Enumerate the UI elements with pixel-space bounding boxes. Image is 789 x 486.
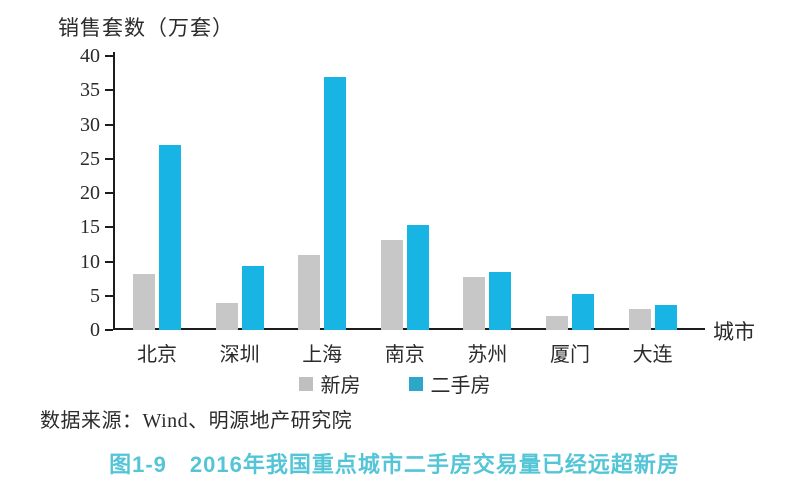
y-axis-tick-40 [105, 55, 113, 57]
x-axis-category-label-大连: 大连 [632, 344, 673, 366]
y-axis-tick-label-5: 5 [90, 284, 100, 307]
bar-second-hand-厦门 [572, 294, 594, 330]
x-axis-category-label-北京: 北京 [137, 344, 177, 366]
bar-new-house-南京 [380, 239, 403, 330]
y-axis-tick-label-20: 20 [80, 182, 100, 204]
y-axis-tick-label-30: 30 [80, 113, 100, 136]
y-axis-tick-label-15: 15 [80, 216, 100, 239]
bar-new-house-厦门 [546, 316, 568, 330]
legend-label-new-house: 新房 [320, 375, 361, 397]
y-axis-tick-label-10: 10 [80, 250, 100, 273]
bar-second-hand-大连 [654, 305, 677, 330]
x-axis-category-label-上海: 上海 [302, 344, 343, 366]
bar-second-hand-北京 [159, 145, 181, 330]
bar-new-house-上海 [298, 254, 321, 330]
y-axis-tick-label-40: 40 [80, 45, 100, 67]
bar-second-hand-苏州 [489, 271, 512, 330]
x-axis-category-label-厦门: 厦门 [550, 344, 590, 366]
x-axis-category-label-苏州: 苏州 [467, 344, 508, 366]
y-axis-tick-30 [105, 123, 113, 126]
x-axis-title: 城市 [713, 320, 755, 344]
bar-second-hand-上海 [324, 76, 347, 330]
bar-second-hand-深圳 [241, 265, 264, 330]
x-axis-category-label-深圳: 深圳 [219, 344, 260, 366]
y-axis-title: 销售套数（万套） [58, 16, 234, 40]
figure-caption: 图1-9 2016年我国重点城市二手房交易量已经远超新房 [109, 452, 680, 477]
y-axis-tick-5 [105, 294, 113, 297]
y-axis-tick-20 [105, 192, 113, 194]
bar-new-house-深圳 [215, 302, 238, 330]
bar-new-house-大连 [628, 309, 651, 330]
legend-item-second-hand: 二手房 [408, 369, 491, 398]
bar-new-house-北京 [133, 273, 155, 330]
second-hand-swatch-icon [408, 376, 423, 391]
bar-new-house-苏州 [463, 277, 486, 330]
y-axis-tick-25 [105, 157, 113, 160]
y-axis-tick-0 [105, 329, 113, 331]
x-axis-category-label-南京: 南京 [384, 344, 425, 366]
y-axis-tick-label-0: 0 [90, 319, 100, 341]
y-axis-line [113, 52, 115, 330]
data-source-text: 数据来源：Wind、明源地产研究院 [40, 410, 353, 432]
legend-item-new-house: 新房 [298, 369, 361, 398]
y-axis-tick-15 [105, 226, 113, 229]
y-axis-tick-10 [105, 260, 113, 263]
bar-second-hand-南京 [406, 224, 429, 330]
y-axis-tick-35 [105, 89, 113, 92]
plot-area: 北京 深圳 上海 南京 苏州 厦门 大连 [115, 56, 701, 366]
y-axis-tick-label-25: 25 [80, 147, 100, 170]
chart-legend: 新房 二手房 [0, 369, 789, 398]
y-axis-tick-label-35: 35 [80, 79, 100, 102]
legend-label-second-hand: 二手房 [430, 375, 491, 397]
new-house-swatch-icon [298, 376, 313, 391]
